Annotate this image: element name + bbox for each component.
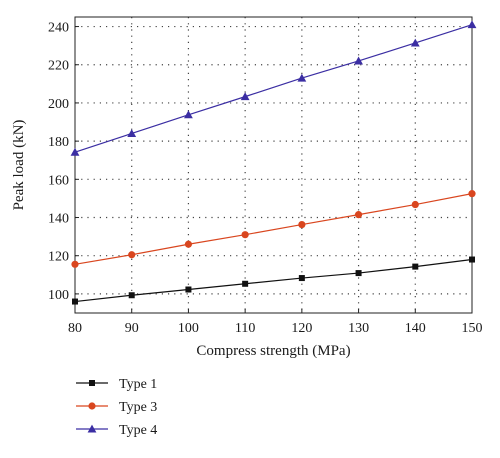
data-point xyxy=(242,280,249,287)
series-type-1 xyxy=(72,256,475,305)
legend-marker xyxy=(88,402,96,410)
data-point xyxy=(71,260,79,268)
data-point xyxy=(128,251,136,259)
y-tick-label: 180 xyxy=(48,135,69,150)
x-tick-label: 110 xyxy=(235,321,255,336)
data-point xyxy=(467,20,477,29)
data-point xyxy=(128,292,135,299)
data-point xyxy=(240,92,250,101)
y-tick-label: 160 xyxy=(48,173,69,188)
data-point xyxy=(241,231,249,239)
legend-label: Type 4 xyxy=(119,423,157,438)
x-tick-label: 100 xyxy=(178,321,199,336)
legend-marker xyxy=(89,380,95,386)
legend-label: Type 3 xyxy=(119,400,157,415)
data-point xyxy=(468,190,476,198)
data-point xyxy=(184,240,193,248)
y-tick-label: 220 xyxy=(48,59,69,74)
y-tick-label: 240 xyxy=(48,21,69,36)
legend-label: Type 1 xyxy=(119,377,157,392)
data-point xyxy=(354,56,363,65)
y-tick-label: 200 xyxy=(48,97,69,112)
data-point xyxy=(127,129,137,138)
plot-frame xyxy=(74,16,473,314)
data-point xyxy=(411,200,419,209)
x-tick-label: 140 xyxy=(405,321,426,336)
grid-lines xyxy=(75,17,472,313)
y-tick-label: 140 xyxy=(48,212,69,227)
x-tick-label: 150 xyxy=(462,321,483,336)
data-point xyxy=(354,211,363,219)
x-axis-title: Compress strength (MPa) xyxy=(196,343,350,359)
x-tick-label: 120 xyxy=(291,321,312,336)
series-type-3 xyxy=(71,190,476,268)
data-point xyxy=(298,220,306,229)
data-point xyxy=(185,286,192,293)
data-point xyxy=(410,38,420,47)
y-tick-label: 100 xyxy=(48,288,69,303)
series-layer xyxy=(70,20,477,305)
data-point xyxy=(412,263,419,270)
series-line xyxy=(74,258,473,303)
data-point xyxy=(355,270,362,277)
series-type-4 xyxy=(70,20,477,156)
x-tick-label: 90 xyxy=(125,321,139,336)
data-point xyxy=(297,73,307,82)
data-point xyxy=(298,275,305,282)
x-tick-label: 130 xyxy=(348,321,369,336)
legend-marker xyxy=(87,424,97,433)
legend-item: Type 3 xyxy=(76,400,157,415)
legend-item: Type 1 xyxy=(76,377,157,392)
series-line xyxy=(74,193,473,265)
axis-ticks: 80 90 100 110 120 130 140 150 100 120 140 160 180 200… xyxy=(48,21,483,336)
data-point xyxy=(469,256,475,263)
y-tick-label: 120 xyxy=(48,250,69,265)
data-point xyxy=(72,298,78,305)
y-axis-title: Peak load (kN) xyxy=(11,120,27,211)
legend: Type 1 Type 3 Type 4 xyxy=(76,377,157,438)
x-tick-label: 80 xyxy=(68,321,82,336)
legend-item: Type 4 xyxy=(76,423,157,438)
data-point xyxy=(184,110,193,119)
data-point xyxy=(70,147,80,156)
series-line xyxy=(74,24,473,153)
